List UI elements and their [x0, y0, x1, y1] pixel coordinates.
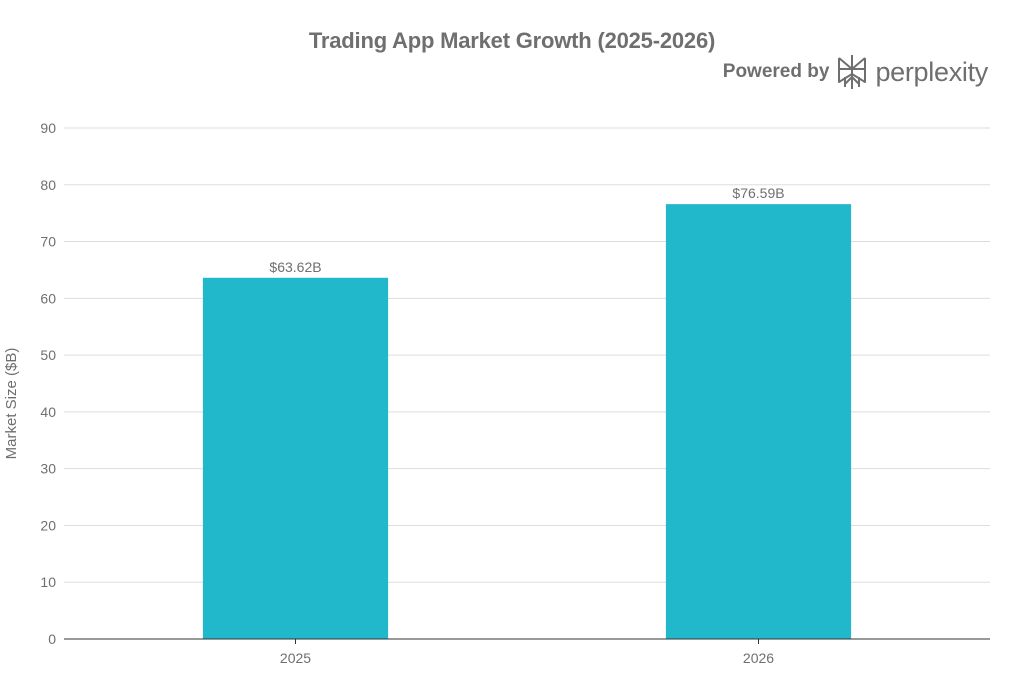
powered-by-brand[interactable]: Powered by perplexity [723, 52, 988, 92]
data-labels: $63.62B $76.59B [269, 185, 784, 275]
y-tick-label: 40 [40, 404, 56, 420]
y-axis-label: Market Size ($B) [3, 348, 20, 460]
y-tick-label: 80 [40, 177, 56, 193]
y-tick-label: 90 [40, 120, 56, 136]
y-tick-label: 0 [48, 631, 56, 647]
perplexity-logo-icon [838, 55, 867, 89]
y-tick-label: 60 [40, 290, 56, 306]
x-tick-label-2025: 2025 [280, 650, 311, 666]
x-tick-labels: 2025 2026 [280, 639, 774, 666]
perplexity-wordmark: perplexity [875, 56, 988, 87]
powered-by-text: Powered by [722, 61, 830, 82]
data-label-2025: $63.62B [269, 259, 321, 275]
y-tick-label: 30 [40, 461, 56, 477]
y-tick-label: 10 [40, 574, 56, 590]
bars [202, 204, 852, 640]
x-tick-label-2026: 2026 [743, 650, 774, 666]
bar-2026[interactable] [665, 204, 852, 640]
y-tick-label: 70 [40, 234, 56, 250]
y-tick-labels: 0 10 20 30 40 50 60 70 80 90 [40, 120, 56, 647]
chart-title: Trading App Market Growth (2025-2026) [308, 28, 716, 53]
data-label-2026: $76.59B [732, 185, 784, 201]
y-tick-label: 50 [40, 347, 56, 363]
bar-2025[interactable] [202, 277, 389, 639]
y-tick-label: 20 [40, 517, 56, 533]
